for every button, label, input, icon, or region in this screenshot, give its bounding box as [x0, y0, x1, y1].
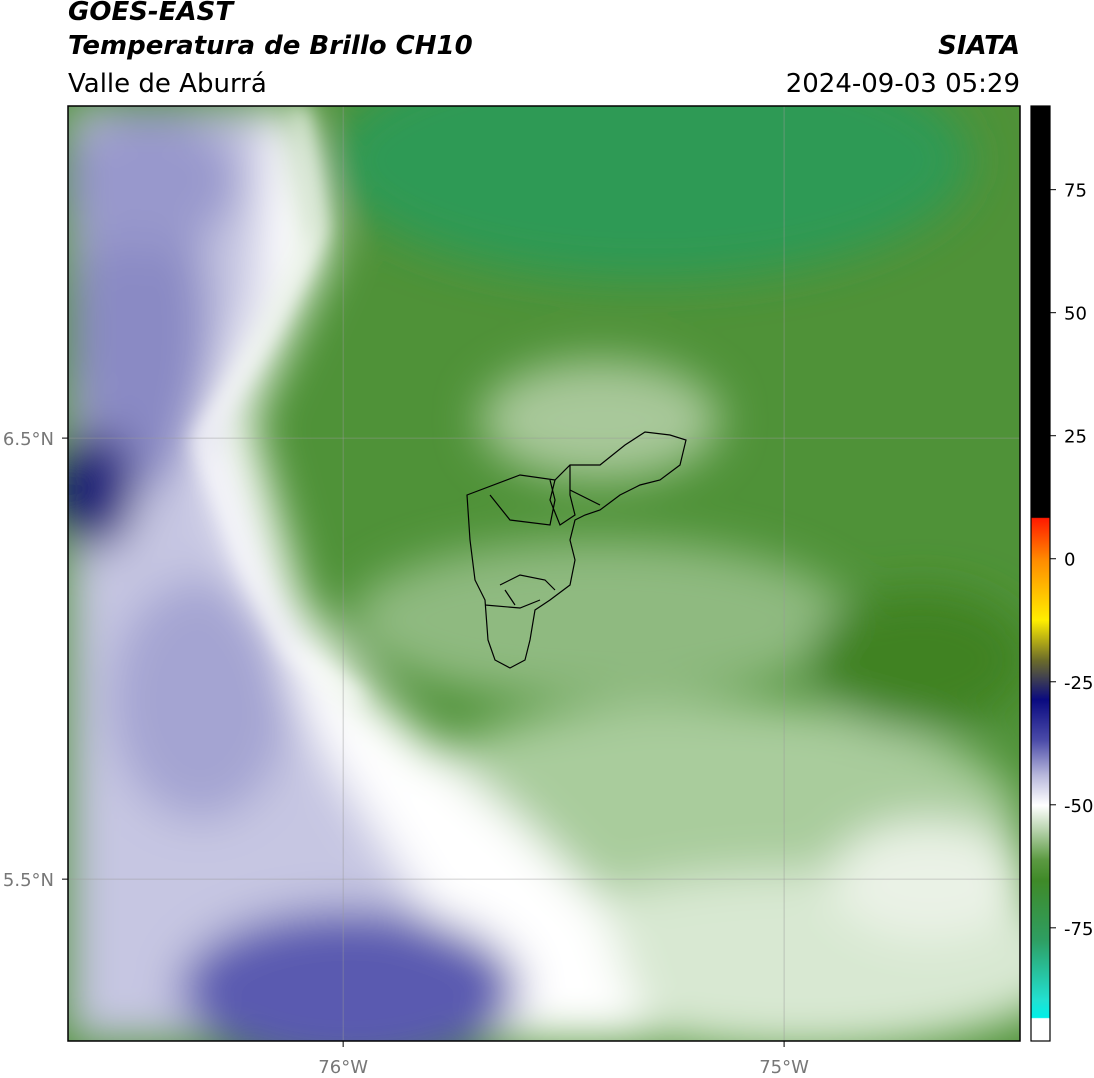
- title: GOES-EAST: [68, 0, 235, 27]
- source: SIATA: [938, 31, 1020, 61]
- colorbar-tick-label: -75: [1064, 919, 1093, 940]
- colorbar-ticks: -75 -50 -25 0 25 50 75: [1050, 181, 1093, 940]
- y-tick-label: 6.5°N: [3, 429, 54, 450]
- colorbar-tick-label: 75: [1064, 181, 1087, 202]
- subtitle: Temperatura de Brillo CH10: [68, 31, 473, 61]
- x-tick-label: 76°W: [318, 1057, 368, 1078]
- y-tick-label: 5.5°N: [3, 870, 54, 891]
- colorbar-tick-label: 0: [1064, 550, 1075, 571]
- colorbar: [1030, 105, 1051, 1042]
- colorbar-tick-label: -25: [1064, 673, 1093, 694]
- map-frame: [67, 105, 1021, 1042]
- colorbar-tick-label: 50: [1064, 304, 1087, 325]
- datetime: 2024-09-03 05:29: [786, 69, 1020, 99]
- colorbar-tick-label: -50: [1064, 796, 1093, 817]
- colorbar-tick-label: 25: [1064, 427, 1087, 448]
- x-tick-label: 75°W: [759, 1057, 809, 1078]
- valley-outline: [466, 431, 687, 669]
- graticule: [62, 106, 1020, 1047]
- satellite-field: [68, 106, 1020, 1041]
- region: Valle de Aburrá: [68, 69, 267, 99]
